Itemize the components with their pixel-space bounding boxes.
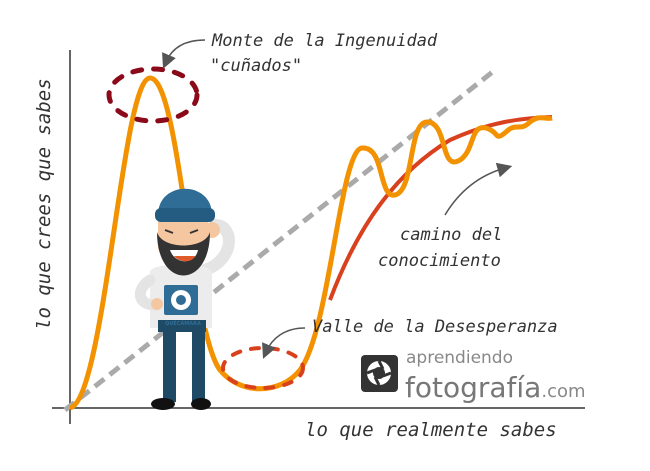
valley-label: Valle de la Desesperanza bbox=[312, 317, 558, 337]
valley-highlight-ring bbox=[221, 346, 305, 390]
peak-sublabel: "cuñados" bbox=[210, 56, 302, 76]
peak-highlight-ring bbox=[106, 66, 200, 124]
logo-wordmark: fotografía.com bbox=[405, 371, 586, 404]
path-label-line2: conocimiento bbox=[378, 251, 501, 271]
y-axis-label: lo que crees que sabes bbox=[33, 78, 55, 330]
diagonal-dashed-line bbox=[63, 68, 497, 412]
x-axis-label: lo que realmente sabes bbox=[305, 419, 557, 441]
peak-label: Monte de la Ingenuidad bbox=[211, 31, 438, 51]
bearded-character-illustration: QUÉCÁMARA bbox=[135, 188, 235, 410]
path-label-line1: camino del bbox=[400, 225, 502, 245]
confidence-curve bbox=[68, 75, 553, 411]
peak-arrow-icon bbox=[162, 39, 206, 69]
knowledge-path-curve bbox=[328, 115, 553, 301]
valley-arrow-icon bbox=[262, 327, 306, 359]
logo-line2: fotografía bbox=[405, 371, 541, 404]
logo-line1: aprendiendo bbox=[406, 348, 513, 368]
logo-suffix: .com bbox=[541, 381, 585, 402]
shirt-brand-text: QUÉCÁMARA bbox=[165, 319, 201, 327]
path-arrow-icon bbox=[444, 162, 513, 216]
aprendiendo-fotografia-logo: aprendiendo fotografía.com bbox=[361, 348, 586, 404]
